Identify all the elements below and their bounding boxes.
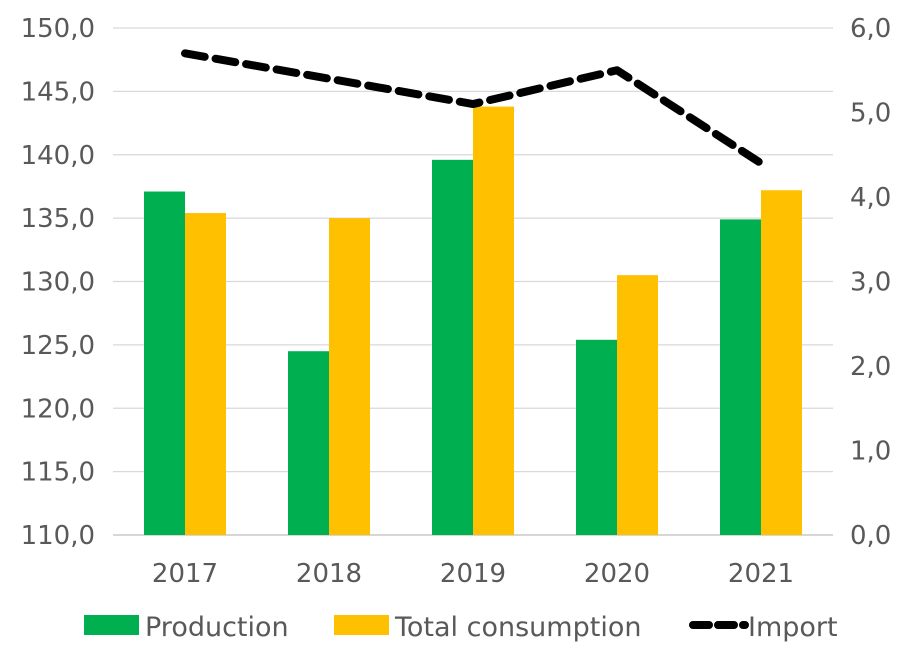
legend-label-total-consumption: Total consumption	[394, 612, 641, 643]
right-tick-label: 4,0	[850, 183, 891, 213]
right-tick-label: 6,0	[850, 14, 891, 44]
bar-production-2021	[720, 219, 761, 535]
left-tick-label: 140,0	[21, 141, 95, 171]
legend-label-production: Production	[145, 612, 289, 643]
bars	[144, 106, 802, 536]
bar-total-consumption-2019	[473, 106, 514, 536]
right-tick-label: 2,0	[850, 352, 891, 382]
bar-total-consumption-2017	[185, 213, 226, 535]
legend: Production Total consumption Import	[84, 612, 838, 643]
bar-production-2020	[576, 339, 617, 535]
import-line-layer	[181, 49, 765, 168]
import-line	[181, 49, 765, 168]
left-tick-label: 120,0	[21, 394, 95, 424]
left-tick-label: 135,0	[21, 204, 95, 234]
bar-production-2017	[144, 191, 185, 535]
bar-total-consumption-2021	[761, 190, 802, 536]
bar-total-consumption-2018	[329, 218, 370, 535]
left-axis: 110,0 115,0 120,0 125,0 130,0 135,0 140,0 145,0…	[21, 14, 95, 551]
right-tick-label: 5,0	[850, 99, 891, 129]
x-tick-label: 2021	[728, 559, 794, 589]
x-tick-label: 2017	[152, 559, 218, 589]
right-tick-label: 0,0	[850, 521, 891, 551]
left-tick-label: 130,0	[21, 268, 95, 298]
x-axis: 2017 2018 2019 2020 2021	[152, 559, 794, 589]
x-tick-label: 2020	[584, 559, 650, 589]
left-tick-label: 150,0	[21, 14, 95, 44]
x-tick-label: 2018	[296, 559, 362, 589]
right-axis: 0,0 1,0 2,0 3,0 4,0 5,0 6,0	[850, 14, 891, 551]
left-tick-label: 125,0	[21, 331, 95, 361]
left-tick-label: 145,0	[21, 77, 95, 107]
left-tick-label: 115,0	[21, 458, 95, 488]
bar-production-2019	[432, 159, 473, 535]
left-tick-label: 110,0	[21, 521, 95, 551]
legend-swatch-production	[84, 615, 139, 635]
right-tick-label: 1,0	[850, 437, 891, 467]
bar-total-consumption-2020	[617, 275, 658, 535]
x-tick-label: 2019	[440, 559, 506, 589]
bar-production-2018	[288, 351, 329, 535]
legend-swatch-total-consumption	[334, 615, 389, 635]
right-tick-label: 3,0	[850, 268, 891, 298]
legend-label-import: Import	[748, 612, 838, 643]
